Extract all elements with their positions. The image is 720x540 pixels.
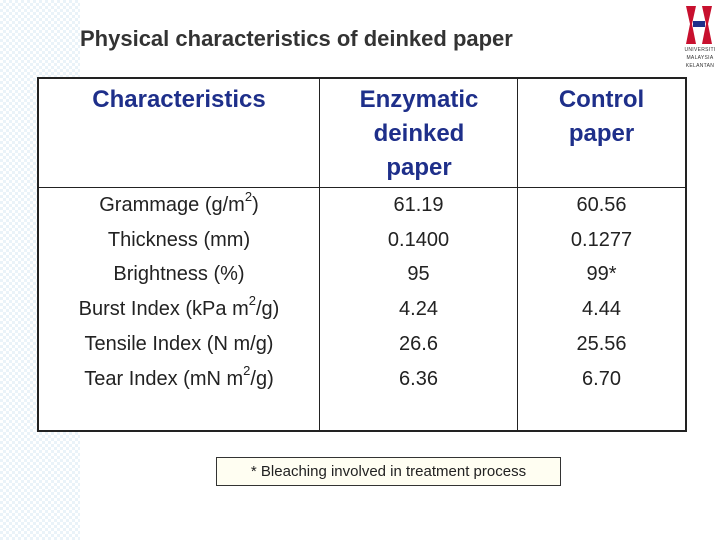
table: Characteristics Enzymatic deinked paper … xyxy=(37,77,687,432)
row-label: Brightness (%) xyxy=(39,262,319,286)
logo-text: UNIVERSITI xyxy=(684,47,716,53)
control-value: 4.44 xyxy=(582,298,621,321)
header-cell: Characteristics xyxy=(92,86,266,113)
label-text: /g) xyxy=(255,298,280,321)
enzymatic-value: 61.19 xyxy=(393,194,444,216)
label-superscript: 2 xyxy=(244,189,253,205)
control-value: 99* xyxy=(586,263,617,286)
logo-text: KELANTAN xyxy=(685,63,715,69)
label-text: Tensile Index (N m/g) xyxy=(84,332,274,355)
label-text: ) xyxy=(252,194,259,216)
control-value: 0.1277 xyxy=(570,228,633,251)
enzymatic-value: 6.36 xyxy=(399,367,438,390)
row-label: Tear Index (mN m2/g) xyxy=(39,364,319,391)
enzymatic-value: 0.1400 xyxy=(387,228,450,251)
row-label: Tensile Index (N m/g) xyxy=(39,332,319,356)
enzymatic-value: 95 xyxy=(407,263,430,286)
header-cell: Enzymatic deinked paper xyxy=(359,86,479,181)
column-divider xyxy=(319,79,320,430)
control-value: 60.56 xyxy=(576,194,627,216)
label-superscript: 2 xyxy=(248,293,256,309)
enzymatic-value: 26.6 xyxy=(399,332,438,355)
control-value: 6.70 xyxy=(582,367,621,390)
row-label: Burst Index (kPa m2/g) xyxy=(39,294,319,321)
header-divider xyxy=(39,187,685,188)
logo xyxy=(686,6,712,44)
enzymatic-value: 4.24 xyxy=(399,298,438,321)
row-label: Thickness (mm) xyxy=(39,228,319,252)
label-text: Brightness (%) xyxy=(113,263,245,286)
column-divider xyxy=(517,79,518,430)
slide-title: Physical characteristics of deinked pape… xyxy=(80,26,513,51)
label-text: Burst Index (kPa m xyxy=(78,298,249,321)
control-value: 25.56 xyxy=(576,332,627,355)
footnote: * Bleaching involved in treatment proces… xyxy=(216,457,561,486)
label-text: Tear Index (mN m xyxy=(84,367,244,390)
logo-text: MALAYSIA xyxy=(686,55,714,61)
label-text: Grammage (g/m xyxy=(99,194,245,216)
row-label: Grammage (g/m2) xyxy=(39,190,319,217)
label-superscript: 2 xyxy=(243,362,251,378)
label-text: /g) xyxy=(250,367,274,390)
header-cell: Control paper xyxy=(558,86,645,147)
label-text: Thickness (mm) xyxy=(107,228,251,251)
